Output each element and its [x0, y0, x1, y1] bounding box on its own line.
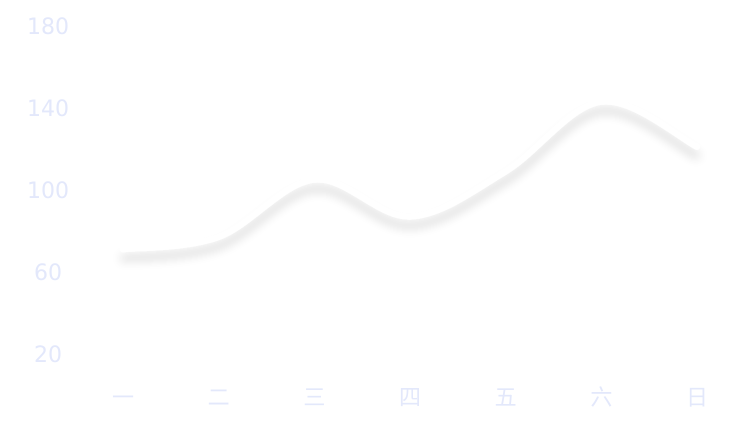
y-tick-label: 180 — [27, 15, 69, 40]
series-group — [120, 98, 700, 253]
x-tick-label: 二 — [208, 386, 230, 411]
x-tick-label: 日 — [686, 386, 708, 411]
y-tick-label: 60 — [34, 261, 62, 286]
y-tick-label: 100 — [27, 179, 69, 204]
x-axis: 一二三四五六日 — [112, 386, 708, 411]
x-tick-label: 四 — [399, 386, 421, 411]
y-tick-label: 20 — [34, 343, 62, 368]
x-tick-label: 三 — [303, 386, 325, 411]
x-tick-label: 五 — [495, 386, 517, 411]
y-tick-label: 140 — [27, 97, 69, 122]
y-axis: 20 60 100 140 180 — [27, 15, 69, 368]
x-tick-label: 六 — [590, 386, 612, 411]
x-tick-label: 一 — [112, 386, 134, 411]
series-line — [120, 98, 700, 253]
